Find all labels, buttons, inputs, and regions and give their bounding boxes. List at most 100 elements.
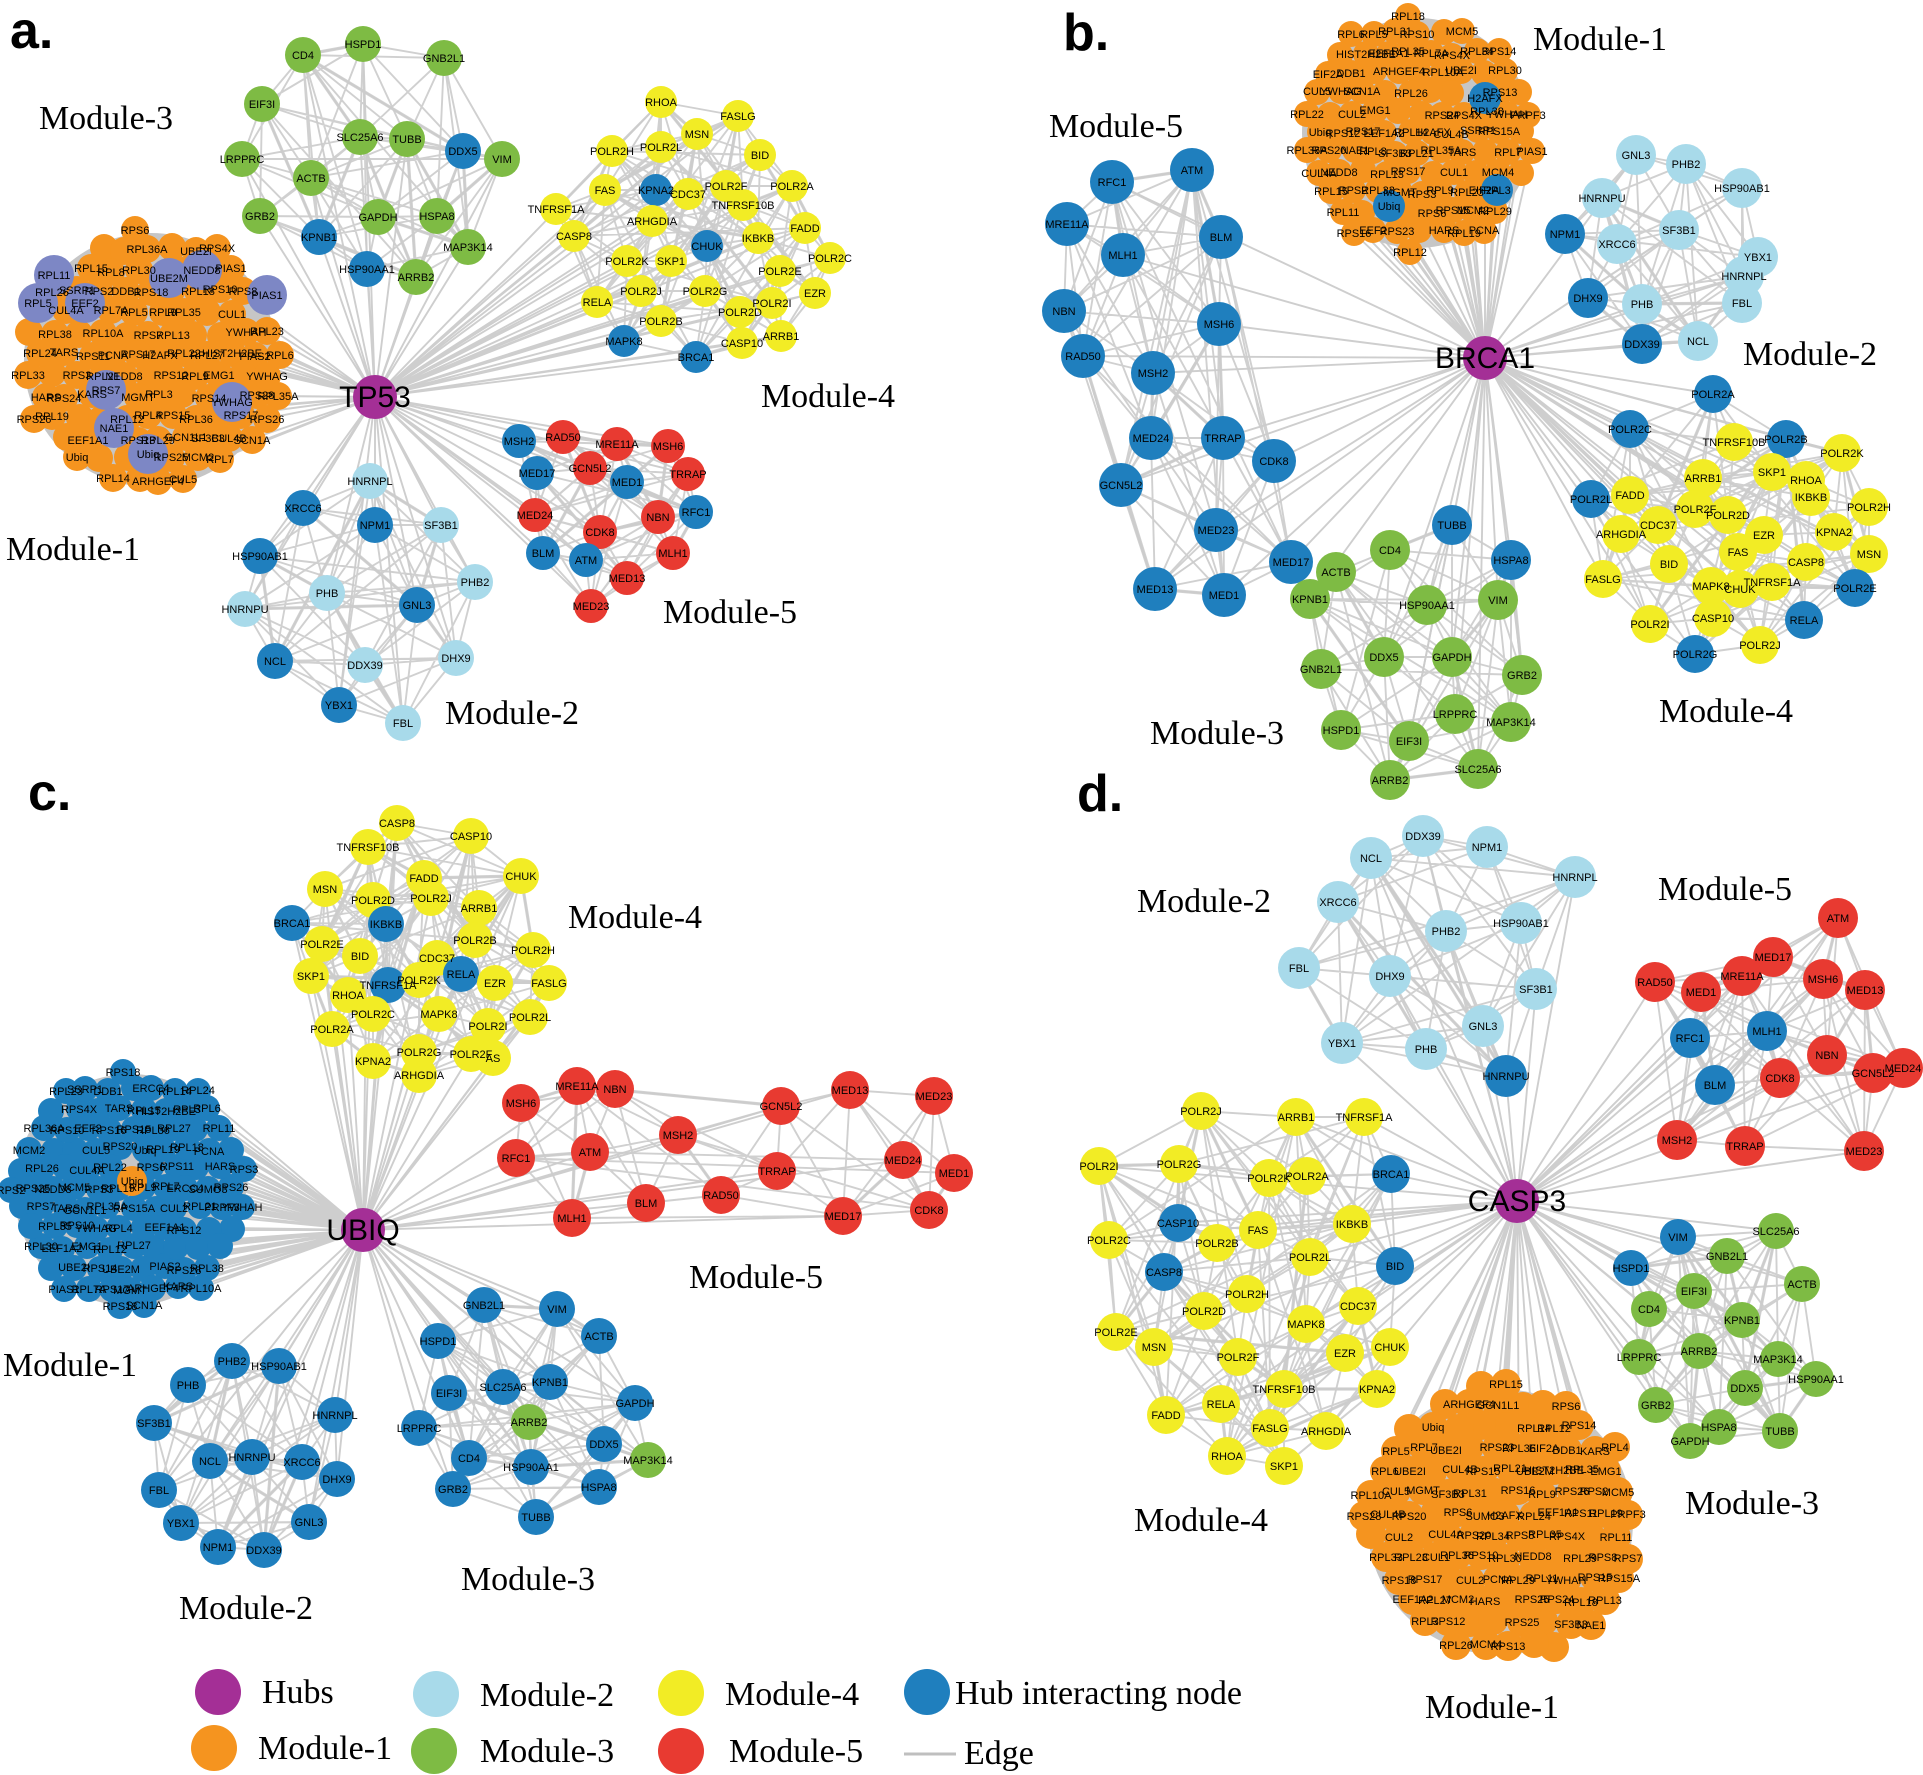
svg-text:NEDD8: NEDD8 bbox=[1320, 167, 1357, 179]
svg-text:RPL21: RPL21 bbox=[1493, 1463, 1527, 1475]
svg-text:Module-4: Module-4 bbox=[568, 899, 702, 936]
svg-text:RPL29: RPL29 bbox=[141, 435, 175, 447]
svg-text:CDK8: CDK8 bbox=[914, 1205, 943, 1217]
svg-text:TRRAP: TRRAP bbox=[669, 469, 706, 481]
svg-text:HNRNPU: HNRNPU bbox=[1482, 1071, 1529, 1083]
svg-text:GCN5L2: GCN5L2 bbox=[1852, 1068, 1895, 1080]
svg-text:MSH6: MSH6 bbox=[1808, 974, 1839, 986]
svg-text:RPS4X: RPS4X bbox=[199, 243, 236, 255]
svg-text:CHUK: CHUK bbox=[1374, 1342, 1406, 1354]
svg-text:RPL38: RPL38 bbox=[190, 1263, 224, 1275]
svg-text:BID: BID bbox=[1386, 1261, 1404, 1273]
svg-text:ATM: ATM bbox=[1827, 913, 1849, 925]
svg-text:PCNA: PCNA bbox=[98, 350, 129, 362]
svg-text:SCN1A: SCN1A bbox=[126, 1300, 163, 1312]
svg-text:RPL34: RPL34 bbox=[1476, 1531, 1510, 1543]
svg-text:RPL22: RPL22 bbox=[93, 1162, 127, 1174]
svg-text:NCL: NCL bbox=[264, 656, 286, 668]
svg-text:RFC1: RFC1 bbox=[502, 1153, 531, 1165]
svg-text:MSH2: MSH2 bbox=[1662, 1135, 1693, 1147]
svg-text:MSH2: MSH2 bbox=[504, 436, 535, 448]
svg-text:CUL5: CUL5 bbox=[169, 474, 197, 486]
svg-text:SF3B1: SF3B1 bbox=[424, 520, 458, 532]
svg-text:RPL29: RPL29 bbox=[1563, 1553, 1597, 1565]
svg-text:RAD50: RAD50 bbox=[703, 1190, 738, 1202]
svg-text:UBE2I: UBE2I bbox=[58, 1262, 90, 1274]
svg-text:POLR2C: POLR2C bbox=[808, 253, 852, 265]
svg-text:YWHAG: YWHAG bbox=[75, 1223, 117, 1235]
svg-text:RPS6: RPS6 bbox=[1552, 1401, 1581, 1413]
svg-text:RPL34: RPL34 bbox=[1460, 46, 1494, 58]
svg-text:POLR2D: POLR2D bbox=[1182, 1306, 1226, 1318]
svg-text:RELA: RELA bbox=[1790, 615, 1819, 627]
svg-text:RPL30: RPL30 bbox=[122, 265, 156, 277]
svg-text:Module-2: Module-2 bbox=[445, 695, 579, 732]
svg-text:VIM: VIM bbox=[1488, 595, 1508, 607]
svg-text:PIAS1: PIAS1 bbox=[48, 1284, 79, 1296]
svg-text:HSP90AB1: HSP90AB1 bbox=[232, 551, 288, 563]
svg-text:GAPDH: GAPDH bbox=[615, 1398, 654, 1410]
svg-text:CASP8: CASP8 bbox=[1788, 557, 1824, 569]
svg-text:RPS10: RPS10 bbox=[203, 284, 238, 296]
svg-text:HIST2H2BE: HIST2H2BE bbox=[1336, 49, 1396, 61]
svg-text:ATM: ATM bbox=[1181, 165, 1203, 177]
svg-text:PHB2: PHB2 bbox=[1672, 159, 1701, 171]
svg-text:MCM2: MCM2 bbox=[13, 1145, 45, 1157]
svg-text:POLR2D: POLR2D bbox=[1706, 510, 1750, 522]
svg-text:Ubiq: Ubiq bbox=[1422, 1422, 1445, 1434]
svg-text:RPL31: RPL31 bbox=[1378, 26, 1412, 38]
svg-text:POLR2A: POLR2A bbox=[770, 181, 814, 193]
svg-text:UBE2I: UBE2I bbox=[1445, 65, 1477, 77]
svg-text:YWHAG: YWHAG bbox=[1320, 86, 1362, 98]
svg-text:RPL38: RPL38 bbox=[1470, 106, 1504, 118]
svg-text:GRB2: GRB2 bbox=[1507, 670, 1537, 682]
svg-text:RPL11: RPL11 bbox=[1600, 1532, 1633, 1544]
svg-text:POLR2K: POLR2K bbox=[1247, 1173, 1291, 1185]
svg-text:ARRB1: ARRB1 bbox=[461, 903, 498, 915]
svg-text:ARHGDIA: ARHGDIA bbox=[1301, 1426, 1352, 1438]
svg-text:RPL15: RPL15 bbox=[1489, 1379, 1523, 1391]
svg-text:PIAS2: PIAS2 bbox=[239, 351, 270, 363]
svg-text:RPS4X: RPS4X bbox=[1434, 50, 1471, 62]
svg-text:RPS17: RPS17 bbox=[95, 1284, 130, 1296]
svg-text:POLR2J: POLR2J bbox=[1180, 1106, 1222, 1118]
svg-text:RPL6: RPL6 bbox=[193, 1103, 221, 1115]
svg-text:HSP90AA1: HSP90AA1 bbox=[339, 264, 395, 276]
svg-text:FADD: FADD bbox=[1151, 1410, 1180, 1422]
svg-text:RPS15: RPS15 bbox=[117, 1124, 152, 1136]
svg-text:Module-1: Module-1 bbox=[1425, 1689, 1559, 1726]
svg-text:POLR2B: POLR2B bbox=[453, 935, 496, 947]
svg-text:RPL36: RPL36 bbox=[179, 414, 213, 426]
svg-text:RAD50: RAD50 bbox=[1637, 977, 1672, 989]
svg-text:DDB1: DDB1 bbox=[1336, 68, 1365, 80]
svg-text:Module-5: Module-5 bbox=[729, 1733, 863, 1770]
svg-text:HSP90AA1: HSP90AA1 bbox=[1788, 1374, 1844, 1386]
svg-text:HSPD1: HSPD1 bbox=[1323, 725, 1360, 737]
svg-text:RPL18: RPL18 bbox=[1564, 1597, 1598, 1609]
svg-text:RPL36A: RPL36A bbox=[127, 244, 169, 256]
svg-text:CUL4A: CUL4A bbox=[1301, 168, 1337, 180]
svg-text:FAS: FAS bbox=[595, 185, 616, 197]
svg-text:RPS24: RPS24 bbox=[1425, 110, 1460, 122]
svg-text:MSN: MSN bbox=[685, 129, 710, 141]
svg-text:RPL8: RPL8 bbox=[1359, 146, 1387, 158]
svg-text:ACTB: ACTB bbox=[1321, 567, 1350, 579]
svg-text:RPL7A: RPL7A bbox=[94, 305, 130, 317]
svg-text:RPL35A: RPL35A bbox=[87, 1201, 129, 1213]
svg-text:RPS17: RPS17 bbox=[1346, 126, 1381, 138]
svg-text:CASP3: CASP3 bbox=[1468, 1185, 1566, 1218]
svg-text:NAE1: NAE1 bbox=[1577, 1620, 1606, 1632]
svg-text:RPL30: RPL30 bbox=[24, 1241, 58, 1253]
svg-text:POLR2L: POLR2L bbox=[509, 1012, 551, 1024]
svg-text:MGMT: MGMT bbox=[113, 1285, 147, 1297]
svg-text:MAP3K14: MAP3K14 bbox=[1486, 717, 1536, 729]
svg-text:RPL9: RPL9 bbox=[129, 1182, 157, 1194]
svg-text:RPL15: RPL15 bbox=[127, 1105, 161, 1117]
svg-text:FADD: FADD bbox=[1615, 490, 1644, 502]
svg-text:POLR2D: POLR2D bbox=[718, 307, 762, 319]
svg-text:RPL6: RPL6 bbox=[1337, 29, 1365, 41]
svg-text:YWHAG: YWHAG bbox=[211, 397, 253, 409]
svg-text:d.: d. bbox=[1077, 765, 1123, 823]
svg-text:XRCC6: XRCC6 bbox=[283, 1457, 320, 1469]
svg-text:RPL6: RPL6 bbox=[1371, 1466, 1399, 1478]
